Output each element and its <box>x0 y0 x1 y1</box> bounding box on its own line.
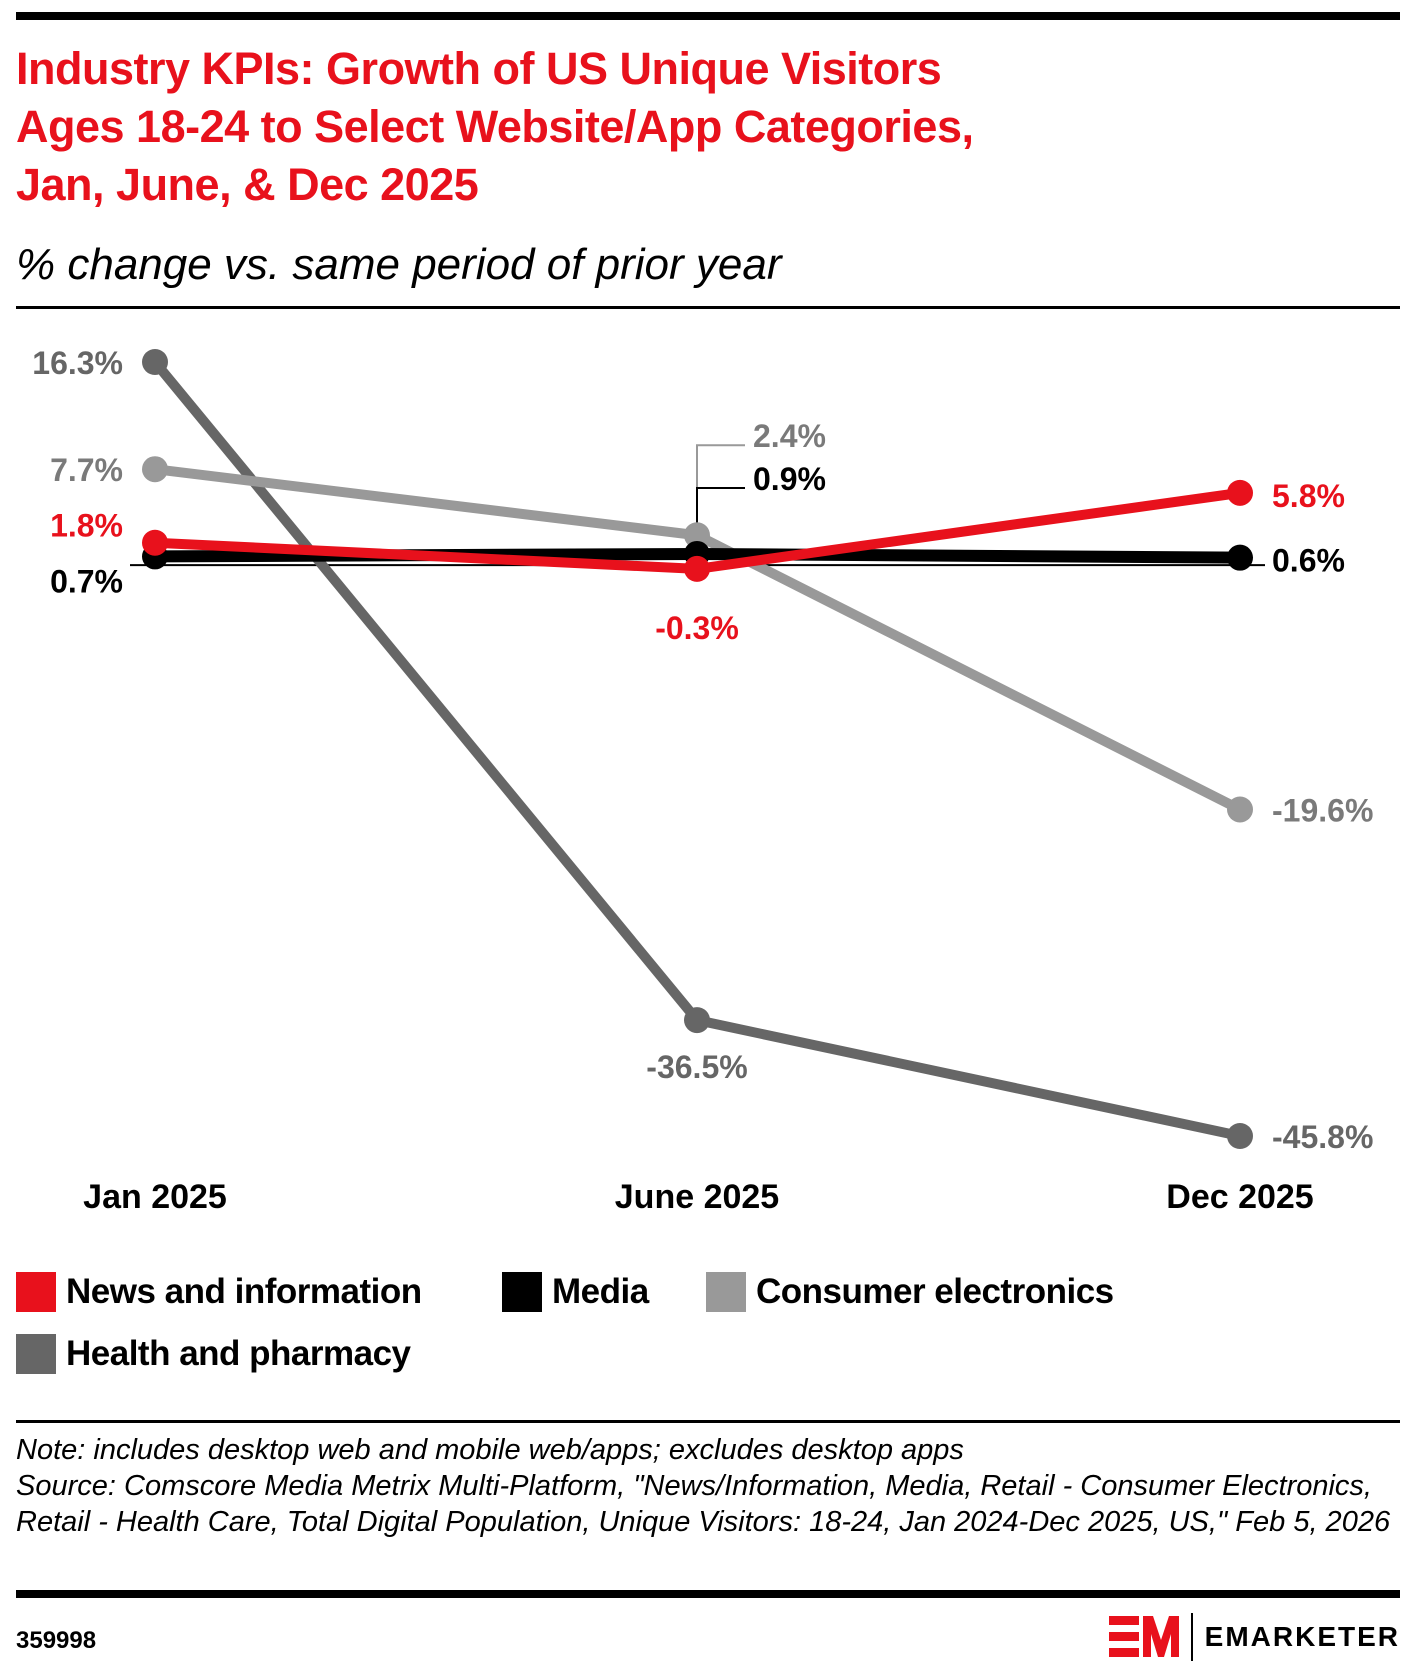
data-point-news-and-information <box>142 529 168 556</box>
data-label-news-and-information: 5.8% <box>1272 478 1345 514</box>
legend-label: Media <box>552 1272 649 1311</box>
data-label-media: 0.9% <box>753 461 826 497</box>
leader-line-consumer-electronics <box>696 444 745 536</box>
x-tick-label: Jan 2025 <box>83 1178 227 1216</box>
data-label-news-and-information: -0.3% <box>655 610 739 646</box>
title-line-2: Ages 18-24 to Select Website/App Categor… <box>16 101 974 152</box>
legend-swatch-media <box>502 1272 542 1312</box>
data-point-health-and-pharmacy <box>684 1007 710 1034</box>
data-label-consumer-electronics: -19.6% <box>1272 792 1373 828</box>
data-point-consumer-electronics <box>1227 796 1253 823</box>
data-point-health-and-pharmacy <box>1227 1123 1253 1149</box>
header-rule <box>16 306 1400 309</box>
x-tick-label: June 2025 <box>615 1178 779 1216</box>
top-rule <box>16 12 1400 20</box>
legend-item-news-and-information: News and information <box>16 1270 422 1314</box>
data-point-consumer-electronics <box>142 456 168 483</box>
data-label-consumer-electronics: 7.7% <box>50 452 123 488</box>
chart-subtitle: % change vs. same period of prior year <box>16 240 782 289</box>
line-chart: 16.3% -36.5% -45.8% 7.7% 2.4% -19.6% 0.7% 0.9% 0… <box>32 345 1373 1216</box>
title-line-1: Industry KPIs: Growth of US Unique Visit… <box>16 43 942 94</box>
data-label-media: 0.6% <box>1272 543 1345 579</box>
data-label-news-and-information: 1.8% <box>50 508 123 544</box>
data-point-news-and-information <box>684 555 710 582</box>
footer-rule <box>16 1420 1400 1423</box>
note-text: Note: includes desktop web and mobile we… <box>16 1434 964 1466</box>
bottom-rule <box>16 1590 1400 1598</box>
legend-label: News and information <box>66 1272 422 1311</box>
title-line-3: Jan, June, & Dec 2025 <box>16 159 479 210</box>
chart-id: 359998 <box>16 1627 97 1654</box>
source-text: Source: Comscore Media Metrix Multi-Plat… <box>16 1470 1391 1538</box>
brand-name: EMARKETER <box>1204 1621 1400 1652</box>
data-point-news-and-information <box>1227 479 1253 506</box>
data-point-consumer-electronics <box>684 522 710 549</box>
footnote: Note: includes desktop web and mobile we… <box>16 1432 1401 1540</box>
legend-item-consumer-electronics: Consumer electronics <box>706 1270 1114 1314</box>
legend-swatch-health <box>16 1334 56 1374</box>
legend-label: Health and pharmacy <box>66 1334 411 1373</box>
data-label-media: 0.7% <box>50 563 123 599</box>
data-label-health-and-pharmacy: -36.5% <box>646 1049 747 1085</box>
brand-logo: EMARKETER <box>1108 1612 1400 1662</box>
legend-item-media: Media <box>502 1270 649 1314</box>
legend-swatch-news <box>16 1272 56 1312</box>
legend-swatch-consumer-electronics <box>706 1272 746 1312</box>
data-label-health-and-pharmacy: -45.8% <box>1272 1119 1373 1155</box>
data-point-health-and-pharmacy <box>142 349 168 375</box>
data-point-media <box>1227 544 1253 571</box>
data-label-health-and-pharmacy: 16.3% <box>32 345 123 381</box>
legend-label: Consumer electronics <box>756 1272 1114 1311</box>
brand-divider <box>1190 1613 1193 1661</box>
legend-item-health-and-pharmacy: Health and pharmacy <box>16 1332 411 1376</box>
x-tick-label: Dec 2025 <box>1166 1178 1313 1216</box>
data-label-consumer-electronics: 2.4% <box>753 418 826 454</box>
emarketer-logo-icon <box>1108 1616 1179 1657</box>
chart-title: Industry KPIs: Growth of US Unique Visit… <box>16 40 1396 214</box>
